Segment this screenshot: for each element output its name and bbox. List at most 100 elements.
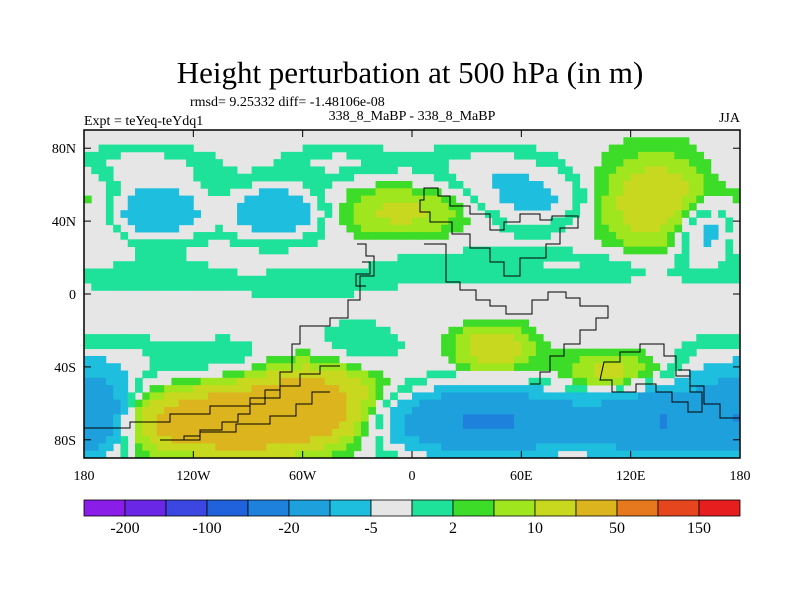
- field-cell: [84, 392, 92, 401]
- field-cell: [98, 268, 107, 277]
- field-cell: [280, 173, 289, 182]
- field-cell: [433, 428, 442, 437]
- field-cell: [258, 450, 267, 459]
- field-cell: [484, 326, 493, 335]
- field-cell: [703, 268, 712, 277]
- field-cell: [565, 217, 573, 226]
- field-cell: [659, 450, 668, 459]
- field-cell: [339, 385, 347, 393]
- field-cell: [718, 399, 726, 408]
- y-tick-label: 0: [69, 288, 76, 303]
- field-cell: [164, 188, 172, 196]
- field-cell: [521, 421, 530, 430]
- field-cell: [696, 377, 704, 386]
- field-cell: [645, 450, 653, 459]
- field-cell: [499, 348, 508, 357]
- field-cell: [178, 348, 187, 357]
- field-cell: [681, 159, 690, 167]
- field-cell: [244, 414, 253, 422]
- field-cell: [667, 137, 675, 145]
- case-label: 338_8_MaBP - 338_8_MaBP: [329, 109, 496, 124]
- field-cell: [171, 217, 180, 226]
- field-cell: [105, 188, 114, 196]
- field-cell: [339, 319, 347, 328]
- field-cell: [557, 436, 566, 444]
- field-cell: [331, 334, 340, 342]
- field-cell: [113, 181, 121, 189]
- coastline-antarctic-peninsula: [160, 391, 330, 441]
- field-cell: [164, 406, 172, 415]
- field-cell: [659, 443, 668, 452]
- field-cell: [382, 232, 391, 240]
- field-cell: [492, 363, 500, 371]
- field-cell: [295, 370, 304, 379]
- field-cell: [594, 217, 602, 226]
- field-cell: [368, 261, 376, 269]
- field-cell: [674, 195, 683, 204]
- field-cell: [237, 217, 245, 226]
- field-cell: [543, 202, 551, 211]
- field-cell: [572, 253, 581, 262]
- field-cell: [732, 428, 741, 437]
- field-cell: [463, 144, 471, 153]
- field-cell: [339, 399, 347, 408]
- field-cell: [667, 195, 675, 204]
- field-cell: [317, 450, 325, 459]
- field-cell: [404, 421, 413, 430]
- field-cell: [645, 355, 653, 364]
- field-cell: [645, 137, 653, 145]
- field-cell: [193, 210, 202, 218]
- field-cell: [331, 341, 340, 350]
- field-cell: [397, 414, 406, 422]
- field-cell: [703, 406, 712, 415]
- field-cell: [550, 268, 559, 277]
- field-cell: [419, 421, 427, 430]
- field-cell: [543, 246, 551, 255]
- field-cell: [703, 450, 712, 459]
- field-cell: [426, 450, 435, 459]
- field-cell: [506, 253, 515, 262]
- field-cell: [156, 195, 165, 204]
- field-cell: [696, 210, 704, 218]
- field-cell: [251, 217, 260, 226]
- field-cell: [193, 428, 202, 437]
- field-cell: [382, 348, 391, 357]
- field-cell: [688, 275, 697, 284]
- field-cell: [637, 239, 646, 248]
- field-cell: [514, 355, 522, 364]
- field-cell: [477, 428, 486, 437]
- field-cell: [207, 414, 216, 422]
- field-cell: [164, 450, 172, 459]
- field-cell: [127, 341, 136, 350]
- field-cell: [616, 377, 624, 386]
- field-cell: [419, 261, 427, 269]
- field-cell: [521, 326, 530, 335]
- colorbar-swatch: [124, 499, 167, 517]
- field-cell: [681, 144, 690, 153]
- field-cell: [659, 414, 668, 422]
- field-cell: [171, 385, 180, 393]
- field-cell: [659, 436, 668, 444]
- field-cell: [681, 173, 690, 182]
- field-cell: [543, 392, 551, 401]
- field-cell: [601, 224, 610, 233]
- field-cell: [455, 202, 464, 211]
- field-cell: [601, 406, 610, 415]
- field-cell: [674, 421, 683, 430]
- field-cell: [514, 421, 522, 430]
- field-cell: [404, 406, 413, 415]
- field-cell: [171, 261, 180, 269]
- field-cell: [360, 210, 369, 218]
- field-cell: [681, 421, 690, 430]
- field-cell: [514, 144, 522, 153]
- field-cell: [390, 195, 398, 204]
- field-cell: [412, 195, 420, 204]
- field-cell: [601, 173, 610, 182]
- field-cell: [565, 406, 573, 415]
- field-cell: [360, 377, 369, 386]
- field-cell: [91, 363, 99, 371]
- field-cell: [433, 253, 442, 262]
- field-cell: [120, 144, 129, 153]
- field-cell: [688, 202, 697, 211]
- field-cell: [288, 202, 296, 211]
